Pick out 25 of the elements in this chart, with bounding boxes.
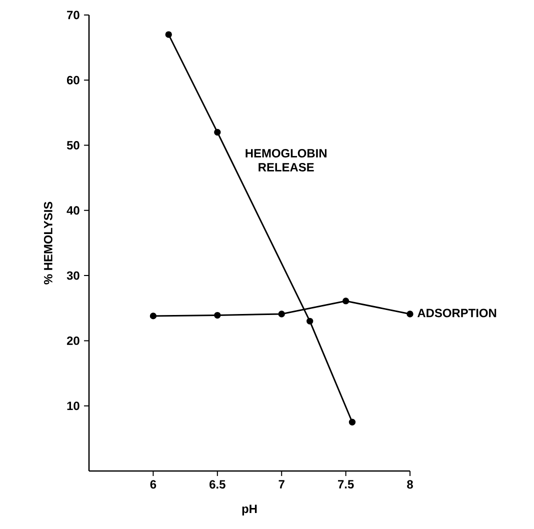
- point: [150, 312, 157, 320]
- point: [214, 312, 221, 319]
- point: [342, 298, 350, 304]
- y-tick-label: 20: [66, 336, 80, 345]
- y-tick-label: 60: [66, 76, 80, 84]
- point: [406, 310, 414, 318]
- x-tick-label: 8: [407, 480, 413, 489]
- y-tick-label: 30: [66, 271, 80, 280]
- y-tick-label: 40: [66, 206, 80, 215]
- point: [306, 318, 314, 324]
- point: [278, 310, 285, 318]
- point: [214, 128, 221, 136]
- x-tick-label: 7.5: [338, 480, 354, 488]
- y-tick-label: 50: [66, 141, 80, 150]
- x-tick-label: 7: [278, 480, 284, 488]
- point: [165, 31, 172, 38]
- point: [348, 418, 356, 426]
- x-tick-label: 6: [150, 480, 156, 489]
- series-label: ADSORPTION: [417, 308, 496, 318]
- y-tick-label: 70: [67, 10, 80, 20]
- x-tick-label: 6.5: [210, 480, 226, 489]
- series-label: HEMOGLOBIN RELEASE: [246, 149, 326, 172]
- x-axis-title: pH: [242, 504, 257, 516]
- y-tick-label: 10: [67, 402, 80, 410]
- y-axis-title: % HEMOLYSIS: [44, 202, 52, 284]
